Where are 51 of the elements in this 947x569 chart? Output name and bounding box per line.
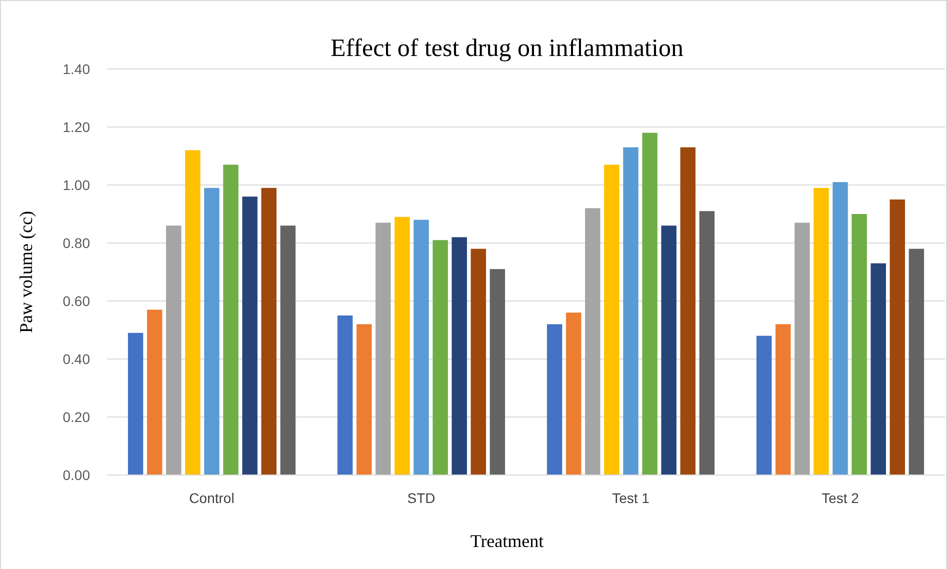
bar [832, 182, 848, 475]
bar [546, 324, 562, 475]
x-tick-label: Control [189, 490, 234, 506]
bar [452, 237, 467, 475]
bar [814, 188, 829, 475]
bar [699, 211, 715, 475]
y-tick-label: 0.20 [62, 408, 90, 425]
y-tick-label: 1.00 [62, 176, 90, 193]
bar [756, 336, 772, 475]
bar [261, 188, 277, 475]
y-tick-label: 0.80 [62, 234, 90, 251]
bar [585, 208, 600, 475]
bar [775, 324, 791, 475]
bar [680, 147, 696, 475]
y-tick-label: 1.20 [62, 118, 90, 135]
x-tick-label: STD [407, 490, 436, 506]
bar [414, 220, 429, 475]
bar [432, 240, 448, 475]
bar [185, 150, 200, 475]
bar [337, 316, 353, 475]
bar [566, 312, 582, 475]
bar [223, 164, 238, 475]
bar [166, 226, 182, 475]
y-tick-label: 0.40 [62, 350, 90, 367]
bar [890, 200, 906, 475]
y-axis-title: Paw volume (cc) [16, 211, 36, 333]
bar [870, 263, 886, 475]
bar [852, 214, 867, 475]
bar [604, 164, 620, 475]
bar [242, 196, 258, 475]
bar [623, 147, 638, 475]
x-axis-title: Treatment [470, 531, 544, 551]
x-tick-label: Test 1 [612, 490, 650, 506]
bar [146, 310, 162, 475]
bar [356, 324, 372, 475]
y-tick-label: 0.60 [62, 292, 90, 309]
bar [204, 188, 220, 475]
bar [908, 248, 924, 475]
bar [280, 226, 296, 475]
bar [490, 269, 506, 475]
bar [661, 226, 676, 475]
bar [794, 222, 810, 475]
y-tick-label: 0.00 [62, 466, 90, 483]
bar [376, 222, 391, 475]
bar [394, 216, 410, 475]
x-tick-label: Test 2 [822, 490, 860, 506]
bar [470, 248, 486, 475]
bar [128, 332, 144, 475]
bar [642, 132, 658, 475]
chart-title: Effect of test drug on inflammation [330, 35, 684, 62]
y-tick-label: 1.40 [62, 60, 90, 77]
